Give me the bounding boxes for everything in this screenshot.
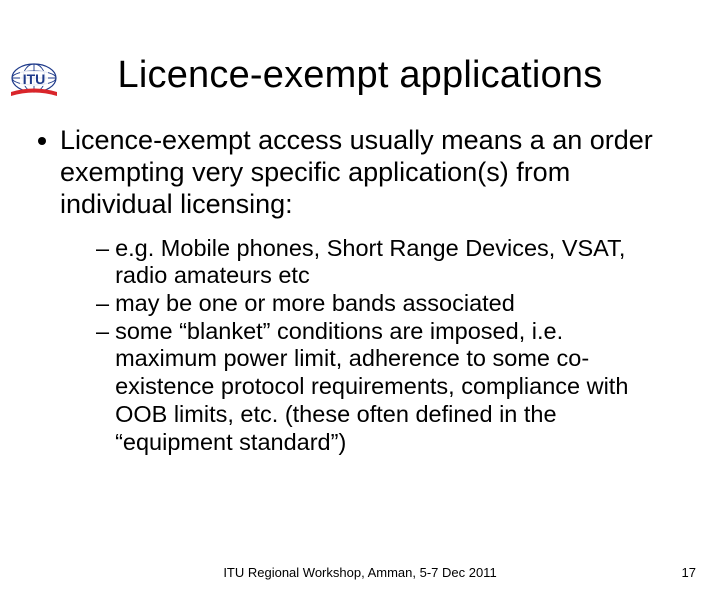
itu-logo: ITU <box>10 62 58 98</box>
dash-icon: – <box>96 290 109 318</box>
slide-title: Licence-exempt applications <box>0 54 720 97</box>
sub-bullet-list: – e.g. Mobile phones, Short Range Device… <box>38 235 690 457</box>
sub-bullet-text: may be one or more bands associated <box>115 290 670 318</box>
bullet-dot-icon <box>38 137 46 145</box>
page-number: 17 <box>682 565 696 580</box>
footer-text: ITU Regional Workshop, Amman, 5-7 Dec 20… <box>0 565 720 580</box>
sub-bullet-text: e.g. Mobile phones, Short Range Devices,… <box>115 235 670 290</box>
slide-content: Licence-exempt access usually means a an… <box>0 125 720 456</box>
main-bullet-text: Licence-exempt access usually means a an… <box>60 125 690 221</box>
dash-icon: – <box>96 318 109 346</box>
dash-icon: – <box>96 235 109 263</box>
list-item: – may be one or more bands associated <box>96 290 670 318</box>
list-item: – e.g. Mobile phones, Short Range Device… <box>96 235 670 290</box>
sub-bullet-text: some “blanket” conditions are imposed, i… <box>115 318 670 457</box>
main-bullet: Licence-exempt access usually means a an… <box>38 125 690 221</box>
list-item: – some “blanket” conditions are imposed,… <box>96 318 670 457</box>
svg-text:ITU: ITU <box>23 71 46 87</box>
